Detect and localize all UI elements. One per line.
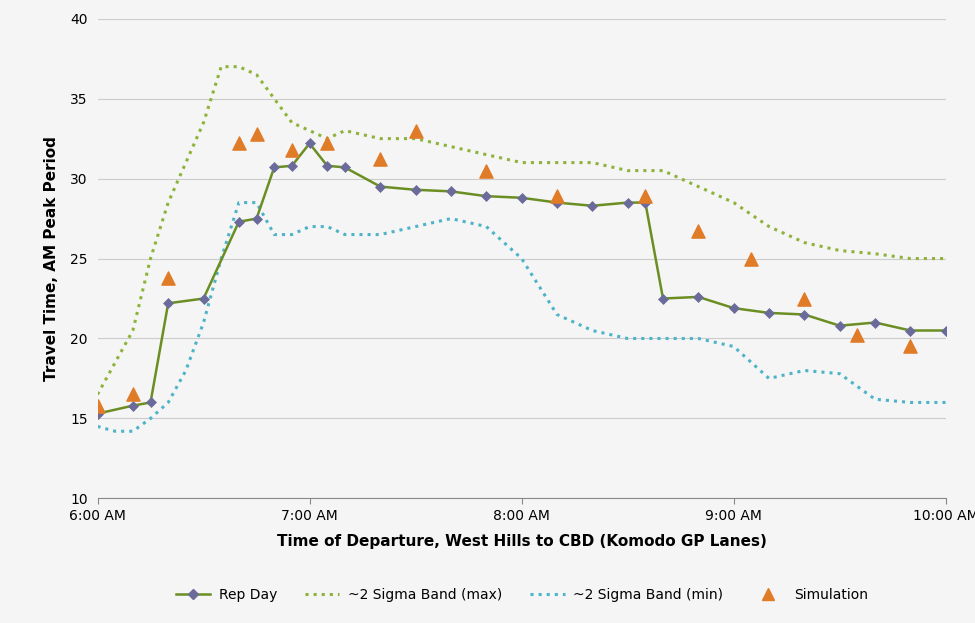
Point: [903, 341, 918, 351]
Point: [849, 330, 865, 340]
Point: [638, 191, 653, 201]
Point: [231, 138, 247, 148]
Legend: Rep Day, ~2 Sigma Band (max), ~2 Sigma Band (min), Simulation: Rep Day, ~2 Sigma Band (max), ~2 Sigma B…: [170, 582, 874, 607]
Point: [160, 273, 176, 283]
Point: [125, 389, 140, 399]
Point: [90, 401, 105, 411]
Point: [284, 145, 299, 155]
Point: [320, 138, 335, 148]
Point: [372, 155, 388, 164]
Y-axis label: Travel Time, AM Peak Period: Travel Time, AM Peak Period: [44, 136, 59, 381]
Point: [249, 129, 264, 139]
X-axis label: Time of Departure, West Hills to CBD (Komodo GP Lanes): Time of Departure, West Hills to CBD (Ko…: [277, 534, 766, 549]
Point: [479, 166, 494, 176]
Point: [408, 126, 423, 136]
Point: [744, 254, 760, 264]
Point: [549, 191, 565, 201]
Point: [690, 226, 706, 236]
Point: [797, 293, 812, 303]
